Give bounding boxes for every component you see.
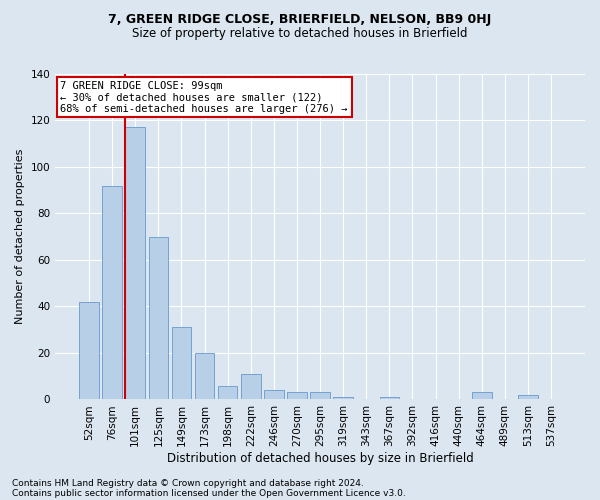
Bar — [310, 392, 330, 400]
Bar — [241, 374, 260, 400]
Bar — [79, 302, 99, 400]
Bar — [125, 128, 145, 400]
Bar — [218, 386, 238, 400]
Bar — [149, 236, 168, 400]
Text: 7, GREEN RIDGE CLOSE, BRIERFIELD, NELSON, BB9 0HJ: 7, GREEN RIDGE CLOSE, BRIERFIELD, NELSON… — [109, 12, 491, 26]
Text: Contains HM Land Registry data © Crown copyright and database right 2024.: Contains HM Land Registry data © Crown c… — [12, 478, 364, 488]
Bar — [518, 395, 538, 400]
X-axis label: Distribution of detached houses by size in Brierfield: Distribution of detached houses by size … — [167, 452, 473, 465]
Bar — [264, 390, 284, 400]
Bar — [195, 353, 214, 400]
Y-axis label: Number of detached properties: Number of detached properties — [15, 149, 25, 324]
Bar — [172, 328, 191, 400]
Text: 7 GREEN RIDGE CLOSE: 99sqm
← 30% of detached houses are smaller (122)
68% of sem: 7 GREEN RIDGE CLOSE: 99sqm ← 30% of deta… — [61, 80, 348, 114]
Text: Contains public sector information licensed under the Open Government Licence v3: Contains public sector information licen… — [12, 488, 406, 498]
Bar — [334, 397, 353, 400]
Bar — [472, 392, 491, 400]
Bar — [103, 186, 122, 400]
Bar — [380, 397, 399, 400]
Text: Size of property relative to detached houses in Brierfield: Size of property relative to detached ho… — [132, 28, 468, 40]
Bar — [287, 392, 307, 400]
